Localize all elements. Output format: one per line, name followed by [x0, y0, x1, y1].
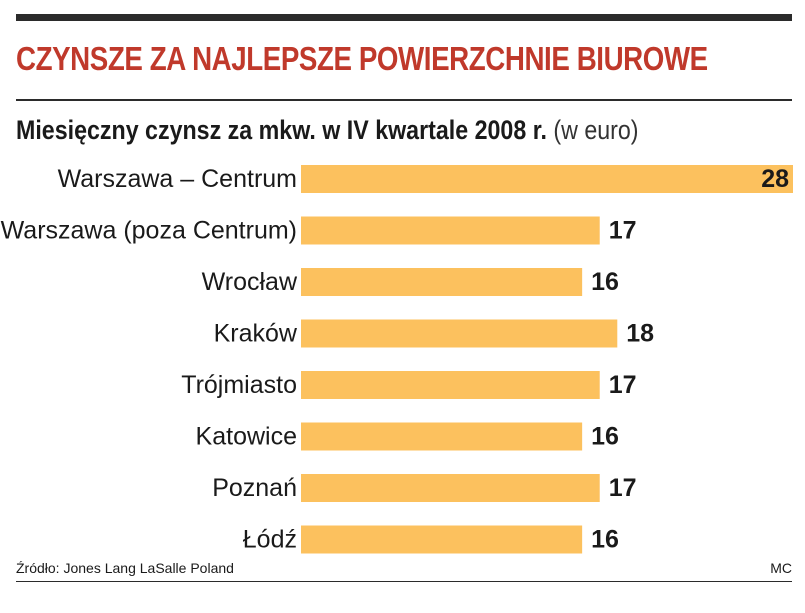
top-rule	[16, 14, 792, 21]
value-label-7: 16	[591, 526, 619, 554]
bar-3	[301, 319, 618, 348]
author-credit: MC	[770, 560, 792, 576]
value-label-4: 17	[609, 371, 637, 399]
bar-5	[301, 422, 583, 451]
bar-1	[301, 216, 600, 245]
value-label-1: 17	[609, 217, 637, 245]
subtitle-main: Miesięczny czynsz za mkw. w IV kwartale …	[16, 115, 547, 145]
bar-2	[301, 268, 583, 296]
category-label-3: Kraków	[214, 320, 298, 348]
chart-title: CZYNSZE ZA NAJLEPSZE POWIERZCHNIE BIUROW…	[16, 40, 708, 77]
category-label-5: Katowice	[196, 423, 297, 451]
category-label-0: Warszawa – Centrum	[58, 165, 297, 193]
title-divider	[16, 99, 792, 101]
value-label-5: 16	[591, 423, 619, 451]
bar-7	[301, 525, 583, 554]
source-note: Źródło: Jones Lang LaSalle Poland	[16, 560, 234, 576]
subtitle-unit: (w euro)	[553, 115, 639, 145]
value-label-3: 18	[626, 320, 654, 348]
bar-0	[301, 165, 793, 193]
value-label-6: 17	[609, 474, 637, 502]
chart-subtitle: Miesięczny czynsz za mkw. w IV kwartale …	[16, 113, 639, 147]
value-label-2: 16	[591, 268, 619, 296]
bar-chart: Warszawa – Centrum 28 Warszawa (poza Centr…	[1, 165, 793, 554]
category-label-7: Łódź	[243, 526, 297, 554]
bar-4	[301, 371, 600, 399]
category-label-2: Wrocław	[202, 268, 298, 296]
value-label-0: 28	[761, 165, 789, 193]
category-label-6: Poznań	[212, 474, 297, 502]
category-label-4: Trójmiasto	[181, 371, 297, 399]
category-label-1: Warszawa (poza Centrum)	[1, 217, 297, 245]
bottom-rule	[16, 581, 792, 582]
bar-6	[301, 474, 600, 502]
